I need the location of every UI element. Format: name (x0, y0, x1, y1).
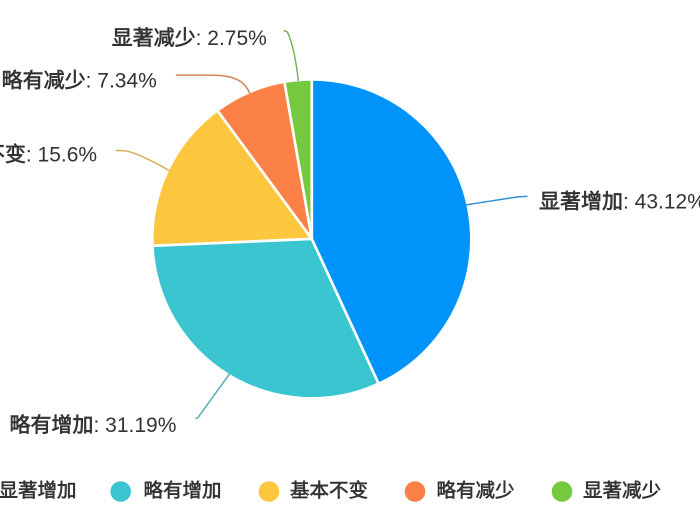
svg-text:: 31.19%: : 31.19% (94, 414, 177, 437)
svg-text:: 2.75%: : 2.75% (196, 27, 267, 50)
svg-text:: 43.12%: : 43.12% (623, 191, 700, 214)
svg-text:: 15.6%: : 15.6% (26, 143, 97, 166)
svg-text:: 7.34%: : 7.34% (86, 70, 157, 93)
